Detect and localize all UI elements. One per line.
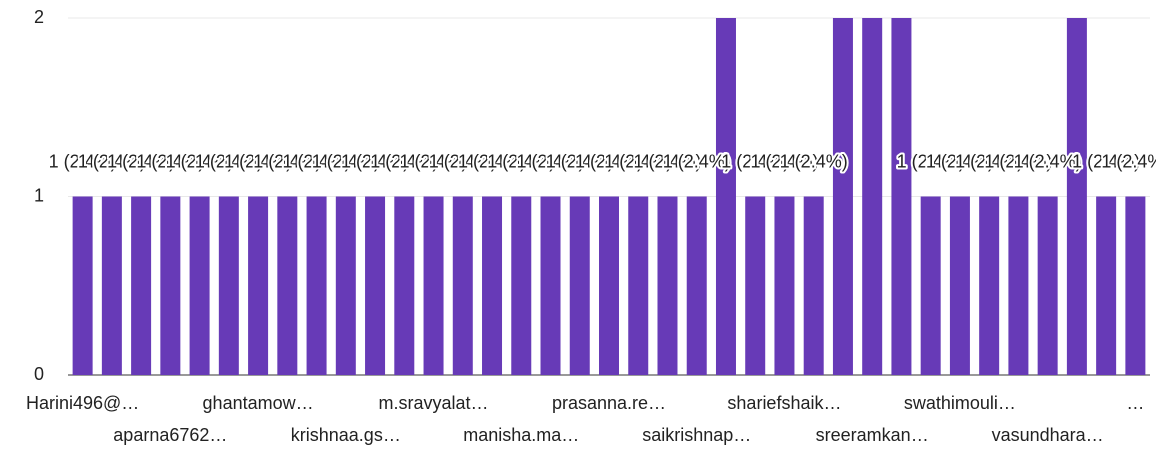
x-tick-label: vasundhara…: [992, 425, 1104, 445]
bar: [511, 196, 532, 375]
bar: [306, 196, 327, 375]
data-label: 1 (2.4%): [370, 151, 438, 171]
bar: [628, 196, 649, 375]
data-label: 1 (2.4%): [721, 151, 789, 171]
data-label: 1 (2.4%): [604, 151, 672, 171]
data-label: 1 (2.4%): [283, 151, 351, 171]
data-label: 1 (2.4%): [516, 151, 584, 171]
data-label: 1 (2.4%): [136, 151, 204, 171]
data-label: 1 (2.4%): [984, 151, 1052, 171]
bar: [657, 196, 678, 375]
bar: [131, 196, 152, 375]
bar: [423, 196, 444, 375]
bar: [1037, 196, 1058, 375]
bar: [1066, 18, 1087, 375]
bar: [482, 196, 503, 375]
bar: [277, 196, 298, 375]
data-label: 1 (2.4%): [955, 151, 1023, 171]
bar: [774, 196, 795, 375]
bar: [1096, 196, 1117, 375]
data-label: 1 (2.4%): [546, 151, 614, 171]
data-label: 1 (2.4%): [49, 151, 117, 171]
data-label: 1 (2.4%): [780, 151, 848, 171]
data-label: 1 (2.4%): [78, 151, 146, 171]
data-label: 1 (2.4%): [926, 151, 994, 171]
x-tick-label: m.sravyalat…: [379, 393, 489, 413]
x-tick-label: Harini496@…: [26, 393, 139, 413]
bar: [452, 196, 473, 375]
bar: [599, 196, 619, 375]
data-label: 1 (2.4%): [253, 151, 321, 171]
bar: [862, 18, 883, 375]
bar: [365, 196, 386, 375]
data-label: 1 (2.4%): [487, 151, 555, 171]
y-tick-label: 1: [34, 185, 44, 205]
data-label: 1 (2.4%): [429, 151, 497, 171]
data-label: 1 (2.4%): [897, 151, 965, 171]
data-label: 1 (2.4%): [224, 151, 292, 171]
bar: [1125, 196, 1146, 375]
data-label: 1 (2.4%): [341, 151, 409, 171]
x-tick-label: ghantamow…: [203, 393, 314, 413]
bar: [920, 196, 941, 375]
x-tick-label: sreeramkan…: [816, 425, 929, 445]
bar: [686, 196, 707, 375]
data-label: 1 (2.4%): [195, 151, 263, 171]
bar: [394, 196, 415, 375]
bar: [72, 196, 93, 375]
bar: [569, 196, 590, 375]
data-label: 1 (2.4%): [1072, 151, 1140, 171]
bar: [218, 196, 239, 375]
data-label: 1 (2.4%): [633, 151, 701, 171]
x-tick-label: manisha.ma…: [463, 425, 579, 445]
data-label: 1 (2.4%): [107, 151, 175, 171]
data-label: 1 (2.4%): [458, 151, 526, 171]
bar: [832, 18, 853, 375]
data-label: 1 (2.4%): [1014, 151, 1082, 171]
data-label: 1 (2.4%): [663, 151, 731, 171]
data-label: 1 (2.4%): [166, 151, 234, 171]
bar: [160, 196, 181, 375]
bar: [979, 196, 1000, 375]
bar: [715, 18, 736, 375]
bar: [949, 196, 970, 375]
data-label: 1 (2.4%): [312, 151, 380, 171]
x-tick-label: aparna6762…: [113, 425, 227, 445]
x-tick-label: shariefshaik…: [727, 393, 841, 413]
data-label: 1 (2.4%): [400, 151, 468, 171]
bar: [1008, 196, 1029, 375]
bar: [335, 196, 356, 375]
x-tick-label: prasanna.re…: [552, 393, 666, 413]
bar: [248, 196, 269, 375]
bar: [189, 196, 210, 375]
y-tick-label: 2: [34, 7, 44, 27]
x-tick-label: krishnaa.gs…: [291, 425, 401, 445]
y-tick-label: 0: [34, 364, 44, 384]
data-label: 1 (2.4%): [750, 151, 818, 171]
bar: [745, 196, 766, 375]
bar: [540, 196, 561, 375]
data-label: 1 (2.4%): [1101, 151, 1156, 171]
data-label: 1 (2.4%): [575, 151, 643, 171]
bar: [891, 18, 912, 375]
x-tick-label: saikrishnap…: [642, 425, 751, 445]
bar: [803, 196, 824, 375]
bar: [101, 196, 122, 375]
x-tick-label: swathimouli…: [904, 393, 1016, 413]
x-tick-label: …: [1126, 393, 1144, 413]
